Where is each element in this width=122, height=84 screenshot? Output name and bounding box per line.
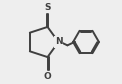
Text: O: O <box>44 72 51 81</box>
Text: N: N <box>55 37 62 47</box>
Text: S: S <box>44 3 51 12</box>
